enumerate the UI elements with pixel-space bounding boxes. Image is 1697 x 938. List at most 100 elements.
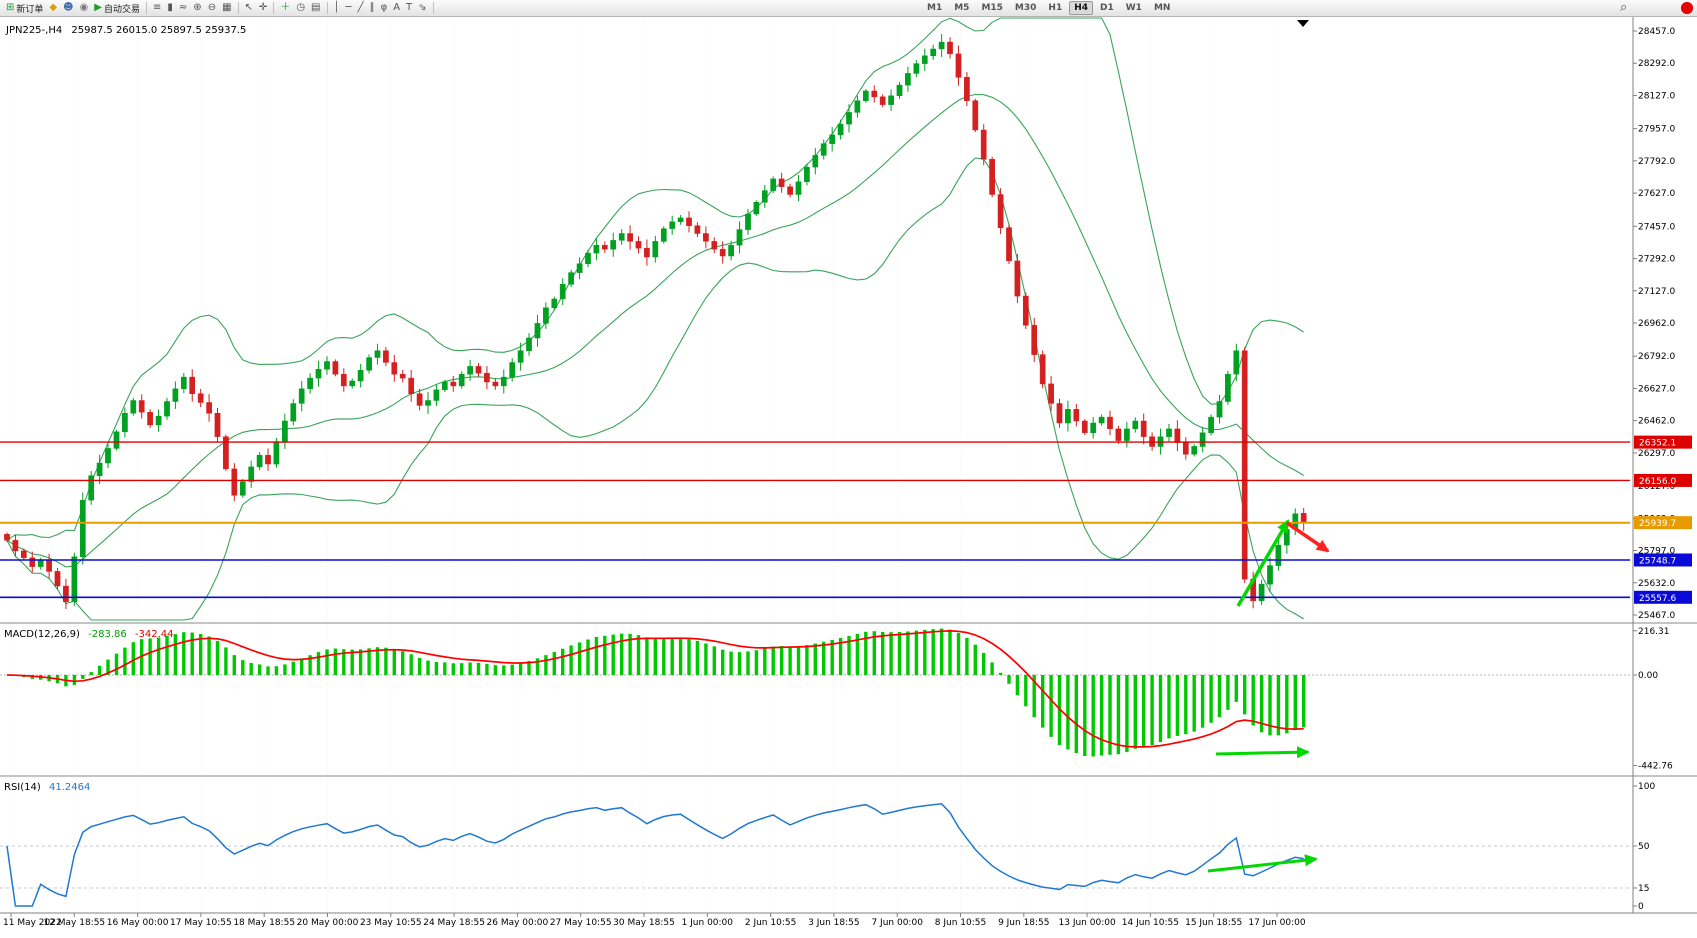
zoom-out-button[interactable]: ⊖ [205, 0, 219, 17]
profiles-button[interactable]: ◆ [46, 0, 60, 17]
periods-button[interactable]: ◷ [293, 0, 308, 17]
rsi-title: RSI(14) [4, 782, 41, 793]
auto-trading-button[interactable]: ▶ 自动交易 [91, 0, 143, 17]
zoom-in-icon: ⊕ [193, 2, 202, 13]
timeframe-mn-button[interactable]: MN [1153, 3, 1171, 13]
symbol-ohlc-label: JPN225-,H4 25987.5 26015.0 25897.5 25937… [6, 25, 246, 36]
rsi-line [6, 803, 1304, 907]
rsi-value: 41.2464 [48, 782, 91, 793]
rsi-panel-label: RSI(14) 41.2464 [4, 782, 90, 793]
new-order-button[interactable]: ⊞ 新订单 [3, 0, 46, 17]
price-tag-label: 25939.7 [1639, 519, 1676, 529]
new-order-button-label: 新订单 [16, 4, 44, 15]
templates-button[interactable]: ▤ [308, 0, 323, 17]
price-axis-label: 28292.0 [1638, 59, 1675, 69]
auto-trading-button-label: 自动交易 [103, 4, 140, 15]
timeframe-m1-button[interactable]: M1 [927, 3, 943, 13]
tile-windows-button[interactable]: ▦ [219, 0, 234, 17]
candlestick-icon: ▮ [167, 2, 173, 13]
toolbar-separator [432, 2, 434, 14]
time-axis-label: 20 May 00:00 [297, 918, 359, 928]
time-axis-label: 11 May 2022 [3, 918, 62, 928]
price-tag-25557.6 [1634, 590, 1692, 604]
timeframe-m15-button[interactable]: M15 [981, 3, 1003, 13]
toolbar-separator [326, 2, 328, 14]
time-axis-label: 17 May 10:55 [170, 918, 232, 928]
add-indicator-button[interactable]: ＋ [277, 0, 293, 17]
price-tag-26352.1 [1634, 435, 1692, 449]
fibonacci-button[interactable]: φ [378, 0, 391, 17]
candlestick-series [4, 34, 1307, 609]
crosshair-button[interactable]: ✛ [256, 0, 270, 17]
time-axis-label: 3 Jun 18:55 [808, 918, 859, 928]
level-lines [0, 441, 1630, 599]
axes [0, 17, 1697, 914]
price-tag-label: 25748.7 [1639, 556, 1676, 566]
chart-shift-marker[interactable] [1297, 20, 1309, 27]
price-axis-label: 27957.0 [1638, 125, 1675, 135]
cursor-icon: ↖ [244, 2, 253, 13]
time-axis-label: 17 Jun 00:00 [1248, 918, 1305, 928]
timeframe-h1-button[interactable]: H1 [1048, 3, 1063, 13]
panel-separator[interactable] [0, 775, 1697, 777]
candlestick-chart-button[interactable]: ▮ [164, 0, 176, 17]
trendline-button[interactable]: ╱ [355, 0, 367, 17]
vertical-line-button[interactable]: │ [331, 0, 343, 17]
annotations[interactable] [1207, 519, 1330, 873]
rsi-axis-label: 50 [1638, 842, 1650, 852]
data-window-button[interactable]: ◉ [77, 0, 92, 17]
price-axis: 28457.0 28292.0 28127.0 27957.0 27792.0 27627… [1633, 27, 1692, 621]
timeframe-m5-button[interactable]: M5 [954, 3, 970, 13]
add-indicator-icon: ＋ [280, 2, 291, 13]
reversal-down-arrow[interactable] [1286, 521, 1330, 553]
toolbar: ⊞ 新订单 ◆ ☻ ◉ ▶ 自动交易 ≡ ▮ ≈ ⊕ ⊖ ▦ ↖ ✛ ＋ ◷ ▤ │ ─ ╱ ∥ φ A T ⇘ M1 M5 M15 M3… [0, 0, 1697, 17]
price-axis-label: 25632.0 [1638, 579, 1675, 589]
bollinger-middle-band [6, 93, 1304, 568]
trend-up-arrow[interactable] [1236, 519, 1290, 607]
cursor-button[interactable]: ↖ [242, 0, 256, 17]
panel-separator[interactable] [0, 622, 1697, 624]
bar-chart-button[interactable]: ≡ [150, 0, 164, 17]
macd-signal-value: -342.44 [134, 629, 174, 640]
price-axis-label: 26297.0 [1638, 449, 1675, 459]
time-axis-label: 27 May 10:55 [550, 918, 612, 928]
time-axis-label: 26 May 00:00 [487, 918, 549, 928]
timeframe-h4-button[interactable]: H4 [1069, 1, 1093, 15]
arrows-button[interactable]: ⇘ [415, 0, 429, 17]
text-button[interactable]: A [390, 0, 403, 17]
arrow-icon: ⇘ [418, 2, 427, 13]
channel-button[interactable]: ∥ [367, 0, 378, 17]
time-axis-label: 9 Jun 18:55 [998, 918, 1049, 928]
timeframe-w1-button[interactable]: W1 [1125, 3, 1142, 13]
macd-title: MACD(12,26,9) [4, 629, 80, 640]
play-icon: ▶ [94, 2, 102, 13]
price-axis-label: 26127.0 [1638, 482, 1675, 492]
circle-icon: ◉ [79, 2, 89, 13]
horizontal-line-icon: ─ [345, 2, 352, 13]
toolbar-separator [237, 2, 239, 14]
rsi-bullish-arrow[interactable] [1207, 854, 1318, 873]
price-tag-25748.7 [1634, 553, 1692, 567]
label-button[interactable]: T [403, 0, 415, 17]
trendline-icon: ╱ [357, 2, 364, 13]
macd-panel-label: MACD(12,26,9) -283.86 -342.44 [4, 629, 174, 640]
zoom-in-button[interactable]: ⊕ [190, 0, 204, 17]
timeframe-m30-button[interactable]: M30 [1014, 3, 1037, 13]
person-icon: ☻ [63, 2, 74, 13]
macd-bullish-arrow[interactable] [1215, 746, 1310, 759]
horizontal-line-button[interactable]: ─ [343, 0, 355, 17]
timeframe-d1-button[interactable]: D1 [1100, 3, 1114, 13]
label-icon: T [406, 2, 413, 13]
market-watch-button[interactable]: ☻ [60, 0, 76, 17]
vertical-line-icon: │ [333, 2, 340, 13]
price-axis-label: 25467.0 [1638, 611, 1675, 621]
line-chart-button[interactable]: ≈ [176, 0, 190, 17]
crosshair-icon: ✛ [258, 2, 268, 13]
time-axis-label: 13 Jun 00:00 [1059, 918, 1116, 928]
macd-value: -283.86 [88, 629, 127, 640]
search-icon[interactable]: ⌕ [1620, 0, 1628, 15]
notification-badge[interactable] [1681, 2, 1693, 14]
